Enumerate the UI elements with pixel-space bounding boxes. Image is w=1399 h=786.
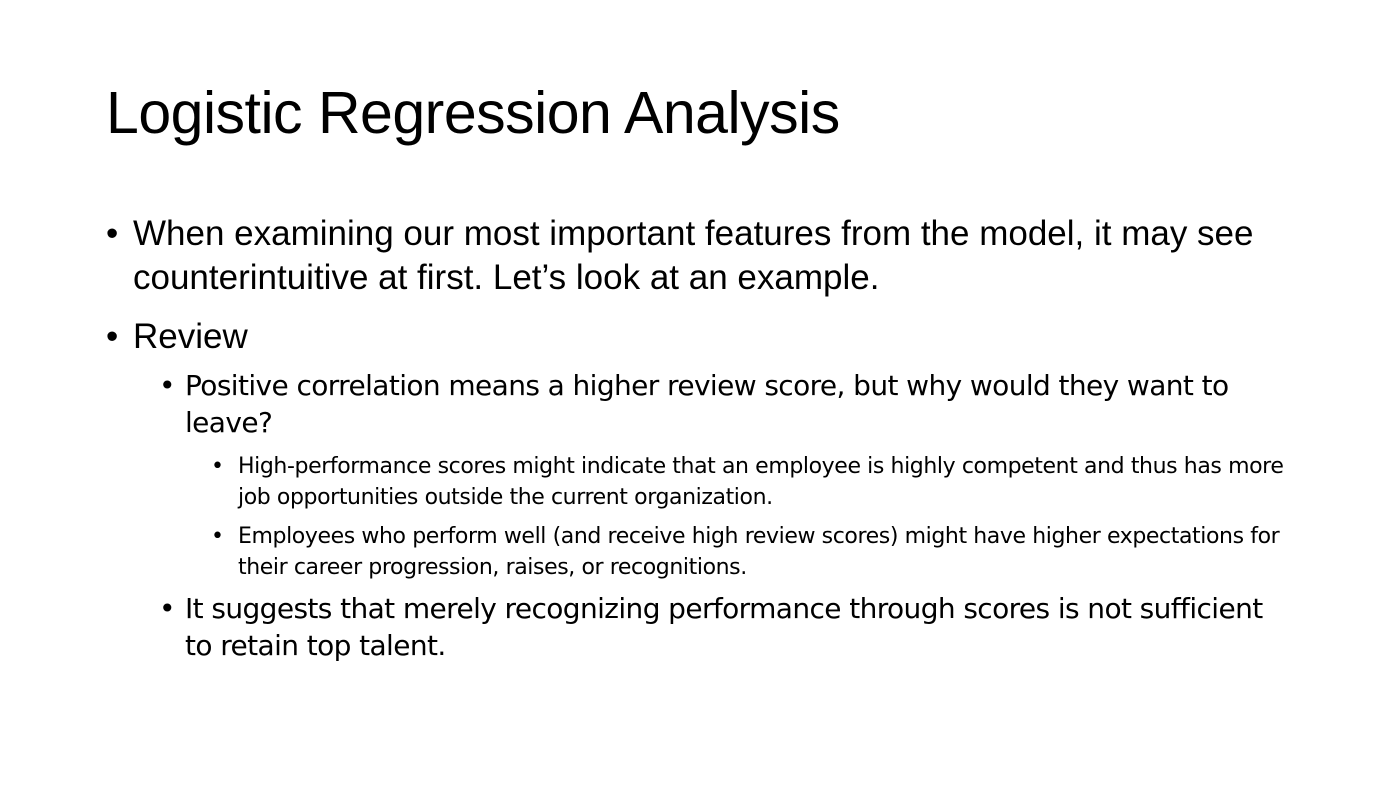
bullet-text: When examining our most important featur… xyxy=(133,214,1254,297)
sub-bullet-text: It suggests that merely recognizing perf… xyxy=(185,592,1263,662)
sub-sub-bullet-text: Employees who perform well (and receive … xyxy=(238,524,1280,580)
bullet-dot-icon: • xyxy=(106,214,119,253)
bullet-item: • When examining our most important feat… xyxy=(106,212,1276,300)
sub-sub-bullet-item: • High-performance scores might indicate… xyxy=(211,451,1291,513)
bullet-dot-icon: • xyxy=(159,592,176,625)
bullet-item: • Review xyxy=(106,315,1276,359)
bullet-dot-icon: • xyxy=(211,524,224,549)
sub-bullet-item: • It suggests that merely recognizing pe… xyxy=(159,590,1269,664)
bullet-dot-icon: • xyxy=(211,454,224,479)
bullet-text: Review xyxy=(133,317,248,356)
sub-bullet-item: • Positive correlation means a higher re… xyxy=(159,367,1269,441)
sub-sub-bullet-item: • Employees who perform well (and receiv… xyxy=(211,521,1291,583)
sub-sub-bullet-text: High-performance scores might indicate t… xyxy=(238,454,1284,510)
bullet-dot-icon: • xyxy=(159,369,176,402)
slide-title: Logistic Regression Analysis xyxy=(106,80,840,146)
bullet-dot-icon: • xyxy=(106,317,119,356)
sub-bullet-text: Positive correlation means a higher revi… xyxy=(185,369,1229,439)
